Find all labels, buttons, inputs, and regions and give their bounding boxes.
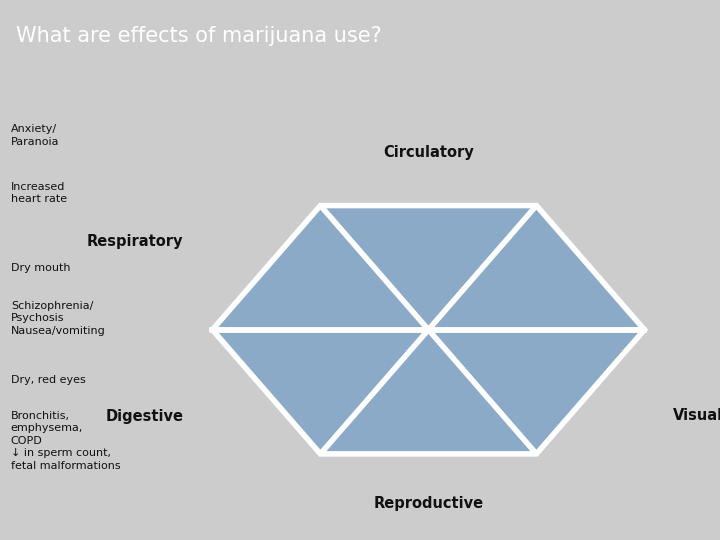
- Text: Visual: Visual: [673, 408, 720, 423]
- Text: Respiratory: Respiratory: [87, 234, 184, 249]
- Text: Circulatory: Circulatory: [383, 145, 474, 160]
- Text: Digestive: Digestive: [106, 409, 184, 424]
- Text: Bronchitis,
emphysema,
COPD
↓ in sperm count,
fetal malformations: Bronchitis, emphysema, COPD ↓ in sperm c…: [11, 411, 120, 470]
- Text: Schizophrenia/
Psychosis
Nausea/vomiting: Schizophrenia/ Psychosis Nausea/vomiting: [11, 301, 106, 336]
- Text: Anxiety/
Paranoia: Anxiety/ Paranoia: [11, 124, 59, 147]
- Text: Dry mouth: Dry mouth: [11, 263, 71, 273]
- Text: Reproductive: Reproductive: [374, 496, 483, 511]
- Text: What are effects of marijuana use?: What are effects of marijuana use?: [16, 26, 382, 46]
- Polygon shape: [212, 206, 644, 454]
- Text: Dry, red eyes: Dry, red eyes: [11, 375, 86, 385]
- Text: Increased
heart rate: Increased heart rate: [11, 181, 67, 204]
